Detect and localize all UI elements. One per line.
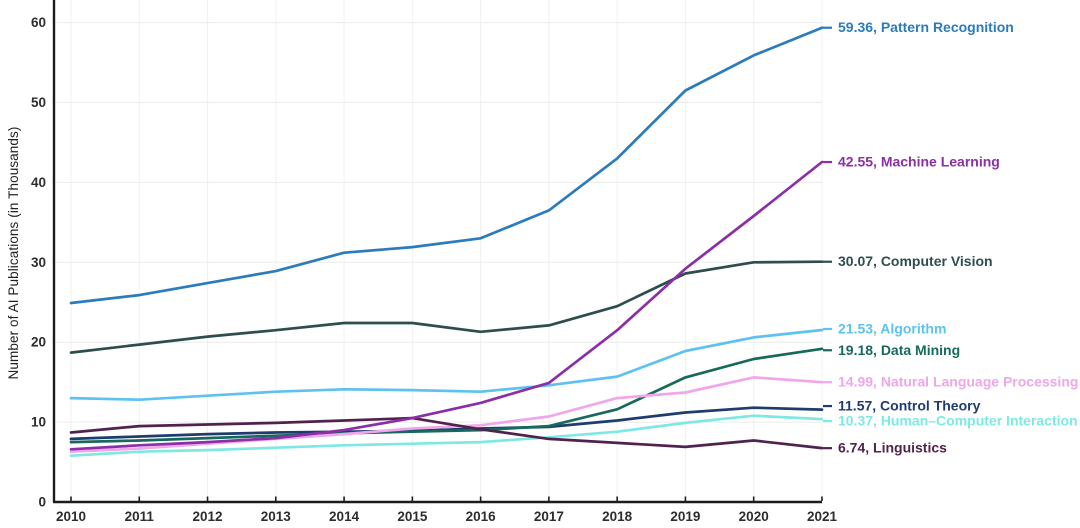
series-end-label-data-mining: 19.18, Data Mining	[838, 342, 960, 358]
y-tick-label-10: 10	[31, 415, 46, 430]
series-line-human-computer-interaction	[69, 414, 824, 458]
x-tick-label-2014: 2014	[329, 509, 360, 524]
y-tick-label-0: 0	[38, 495, 46, 510]
series-end-label-human-computer-interaction: 10.37, Human–Computer Interaction	[838, 413, 1078, 429]
x-tick-label-2013: 2013	[261, 509, 292, 524]
series-line-linguistics	[69, 416, 824, 450]
x-tick-label-2011: 2011	[125, 509, 155, 524]
y-tick-label-50: 50	[31, 95, 46, 110]
series-end-label-machine-learning: 42.55, Machine Learning	[838, 154, 1000, 170]
x-tick-label-2019: 2019	[670, 509, 700, 524]
y-tick-label-60: 60	[31, 15, 46, 30]
x-tick-label-2015: 2015	[397, 509, 428, 524]
x-tick-label-2021: 2021	[807, 509, 838, 524]
series-line-algorithm	[69, 328, 824, 402]
series-end-label-computer-vision: 30.07, Computer Vision	[838, 253, 993, 269]
x-tick-label-2017: 2017	[534, 509, 564, 524]
series-end-label-pattern-recognition: 59.36, Pattern Recognition	[838, 19, 1014, 35]
series-end-label-algorithm: 21.53, Algorithm	[838, 320, 946, 336]
y-tick-label-40: 40	[31, 175, 46, 190]
series-end-label-linguistics: 6.74, Linguistics	[838, 440, 947, 456]
y-tick-label-30: 30	[31, 255, 46, 270]
series-end-label-natural-language-processing: 14.99, Natural Language Processing	[838, 374, 1078, 390]
series-end-label-control-theory: 11.57, Control Theory	[838, 398, 981, 414]
x-tick-label-2012: 2012	[193, 509, 223, 524]
series-line-data-mining	[69, 347, 824, 444]
x-tick-label-2018: 2018	[602, 509, 633, 524]
x-tick-label-2020: 2020	[739, 509, 769, 524]
series-line-computer-vision	[69, 260, 824, 354]
series-line-machine-learning	[69, 160, 824, 451]
series-line-natural-language-processing	[69, 376, 824, 454]
y-tick-label-20: 20	[31, 335, 46, 350]
x-tick-label-2010: 2010	[56, 509, 86, 524]
x-tick-label-2016: 2016	[466, 509, 497, 524]
series-line-pattern-recognition	[69, 26, 824, 305]
